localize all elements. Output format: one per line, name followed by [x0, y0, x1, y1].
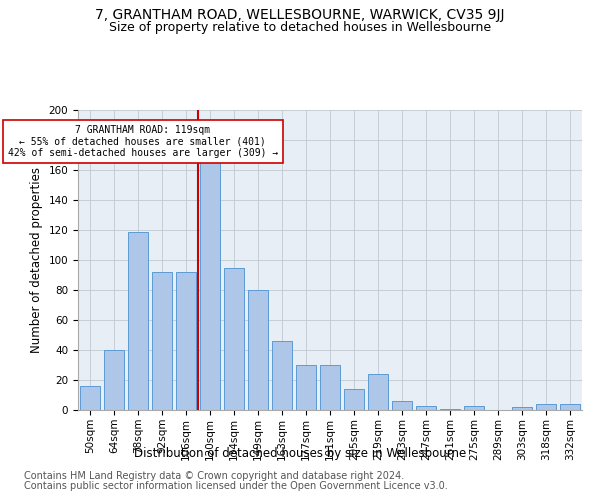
Bar — [152, 272, 172, 410]
Bar — [560, 404, 580, 410]
Bar — [224, 268, 244, 410]
Text: 7, GRANTHAM ROAD, WELLESBOURNE, WARWICK, CV35 9JJ: 7, GRANTHAM ROAD, WELLESBOURNE, WARWICK,… — [95, 8, 505, 22]
Text: Contains public sector information licensed under the Open Government Licence v3: Contains public sector information licen… — [24, 481, 448, 491]
Bar — [512, 407, 532, 410]
Bar — [296, 365, 316, 410]
Bar — [464, 406, 484, 410]
Bar — [536, 404, 556, 410]
Bar — [176, 272, 196, 410]
Y-axis label: Number of detached properties: Number of detached properties — [30, 167, 43, 353]
Bar — [320, 365, 340, 410]
Bar — [416, 406, 436, 410]
Text: 7 GRANTHAM ROAD: 119sqm
← 55% of detached houses are smaller (401)
42% of semi-d: 7 GRANTHAM ROAD: 119sqm ← 55% of detache… — [8, 125, 278, 158]
Text: Size of property relative to detached houses in Wellesbourne: Size of property relative to detached ho… — [109, 21, 491, 34]
Text: Distribution of detached houses by size in Wellesbourne: Distribution of detached houses by size … — [134, 448, 466, 460]
Bar — [128, 232, 148, 410]
Bar — [104, 350, 124, 410]
Bar — [344, 389, 364, 410]
Bar — [272, 341, 292, 410]
Bar — [440, 408, 460, 410]
Bar — [248, 290, 268, 410]
Bar — [368, 374, 388, 410]
Text: Contains HM Land Registry data © Crown copyright and database right 2024.: Contains HM Land Registry data © Crown c… — [24, 471, 404, 481]
Bar — [392, 401, 412, 410]
Bar — [200, 158, 220, 410]
Bar — [80, 386, 100, 410]
